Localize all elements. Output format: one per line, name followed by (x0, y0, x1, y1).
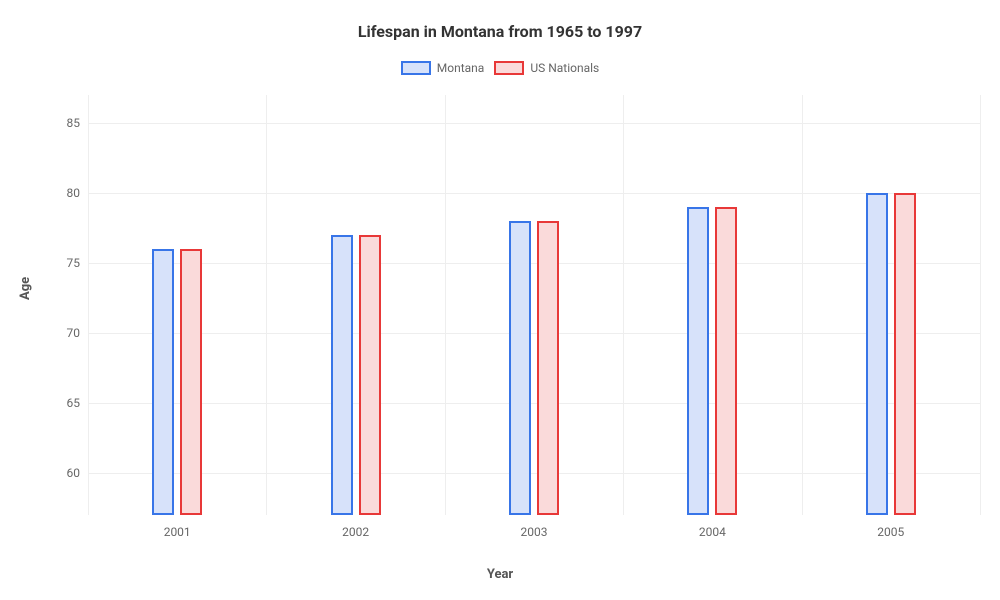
gridline-horizontal (88, 473, 980, 474)
legend-label-us: US Nationals (530, 61, 599, 75)
gridline-vertical (266, 95, 267, 515)
y-tick-label: 65 (50, 396, 80, 410)
gridline-vertical (980, 95, 981, 515)
y-axis-title: Age (18, 277, 33, 300)
plot-area: 60657075808520012002200320042005 (88, 95, 980, 515)
legend-item-montana: Montana (401, 61, 485, 75)
x-axis-title: Year (487, 567, 513, 582)
legend-swatch-montana (401, 61, 431, 75)
plot-wrap: 60657075808520012002200320042005 (60, 95, 980, 515)
chart-title: Lifespan in Montana from 1965 to 1997 (0, 0, 1000, 41)
bar-montana (509, 221, 531, 515)
gridline-horizontal (88, 193, 980, 194)
legend-label-montana: Montana (437, 61, 485, 75)
legend: Montana US Nationals (0, 61, 1000, 75)
bar-montana (687, 207, 709, 515)
gridline-vertical (802, 95, 803, 515)
legend-swatch-us (494, 61, 524, 75)
x-tick-label: 2002 (342, 525, 369, 539)
bar-montana (152, 249, 174, 515)
bar-us-nationals (894, 193, 916, 515)
bar-montana (866, 193, 888, 515)
y-tick-label: 60 (50, 466, 80, 480)
bar-montana (331, 235, 353, 515)
gridline-horizontal (88, 263, 980, 264)
gridline-vertical (623, 95, 624, 515)
x-tick-label: 2003 (521, 525, 548, 539)
x-tick-label: 2001 (164, 525, 191, 539)
legend-item-us: US Nationals (494, 61, 599, 75)
y-tick-label: 75 (50, 256, 80, 270)
gridline-vertical (445, 95, 446, 515)
y-tick-label: 70 (50, 326, 80, 340)
gridline-horizontal (88, 403, 980, 404)
x-tick-label: 2005 (877, 525, 904, 539)
gridline-horizontal (88, 123, 980, 124)
y-tick-label: 80 (50, 186, 80, 200)
bar-us-nationals (359, 235, 381, 515)
gridline-horizontal (88, 333, 980, 334)
y-tick-label: 85 (50, 116, 80, 130)
bar-us-nationals (180, 249, 202, 515)
gridline-vertical (88, 95, 89, 515)
x-tick-label: 2004 (699, 525, 726, 539)
bar-us-nationals (537, 221, 559, 515)
bar-us-nationals (715, 207, 737, 515)
